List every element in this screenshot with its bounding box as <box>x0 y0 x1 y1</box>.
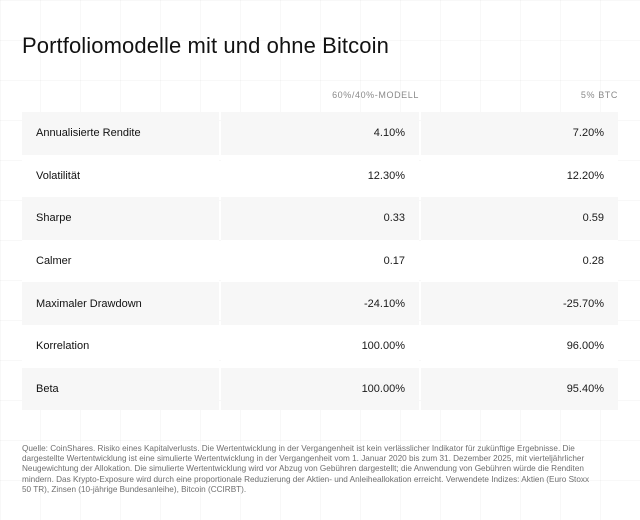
value-5-btc: -25.70% <box>421 282 618 325</box>
value-5-btc: 95.40% <box>421 367 618 411</box>
table-row: Sharpe 0.33 0.59 <box>22 197 618 240</box>
row-label: Beta <box>22 367 219 411</box>
source-footnote: Quelle: CoinShares. Risiko eines Kapital… <box>22 444 590 494</box>
metrics-table: Annualisierte Rendite 4.10% 7.20% Volati… <box>22 112 618 411</box>
table-row: Beta 100.00% 95.40% <box>22 367 618 411</box>
value-5-btc: 0.28 <box>421 239 618 283</box>
value-60-40: 4.10% <box>221 112 419 155</box>
table-row: Korrelation 100.00% 96.00% <box>22 324 618 368</box>
row-label: Sharpe <box>22 197 219 240</box>
value-60-40: 0.17 <box>221 239 419 283</box>
row-label: Annualisierte Rendite <box>22 112 219 155</box>
table-row: Maximaler Drawdown -24.10% -25.70% <box>22 282 618 325</box>
value-60-40: 12.30% <box>221 154 419 198</box>
column-header-60-40: 60%/40%-MODELL <box>332 90 419 100</box>
value-60-40: 0.33 <box>221 197 419 240</box>
value-5-btc: 0.59 <box>421 197 618 240</box>
row-label: Volatilität <box>22 154 219 198</box>
row-label: Korrelation <box>22 324 219 368</box>
table-row: Calmer 0.17 0.28 <box>22 239 618 283</box>
value-60-40: -24.10% <box>221 282 419 325</box>
row-label: Calmer <box>22 239 219 283</box>
value-5-btc: 7.20% <box>421 112 618 155</box>
table-row: Annualisierte Rendite 4.10% 7.20% <box>22 112 618 155</box>
row-label: Maximaler Drawdown <box>22 282 219 325</box>
table-row: Volatilität 12.30% 12.20% <box>22 154 618 198</box>
value-60-40: 100.00% <box>221 367 419 411</box>
column-header-5-btc: 5% BTC <box>580 90 618 100</box>
value-5-btc: 12.20% <box>421 154 618 198</box>
page-title: Portfoliomodelle mit und ohne Bitcoin <box>22 33 389 58</box>
value-5-btc: 96.00% <box>421 324 618 368</box>
value-60-40: 100.00% <box>221 324 419 368</box>
